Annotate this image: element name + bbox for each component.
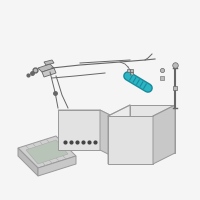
Polygon shape	[130, 105, 175, 153]
Polygon shape	[100, 110, 120, 160]
Polygon shape	[18, 148, 38, 176]
Polygon shape	[58, 110, 120, 120]
Polygon shape	[38, 156, 76, 176]
Polygon shape	[44, 60, 54, 65]
Polygon shape	[153, 105, 175, 164]
Polygon shape	[18, 136, 76, 168]
Polygon shape	[42, 68, 56, 77]
Polygon shape	[108, 116, 153, 164]
Polygon shape	[38, 64, 54, 72]
Polygon shape	[108, 105, 130, 164]
Polygon shape	[58, 110, 100, 150]
Polygon shape	[26, 140, 68, 164]
